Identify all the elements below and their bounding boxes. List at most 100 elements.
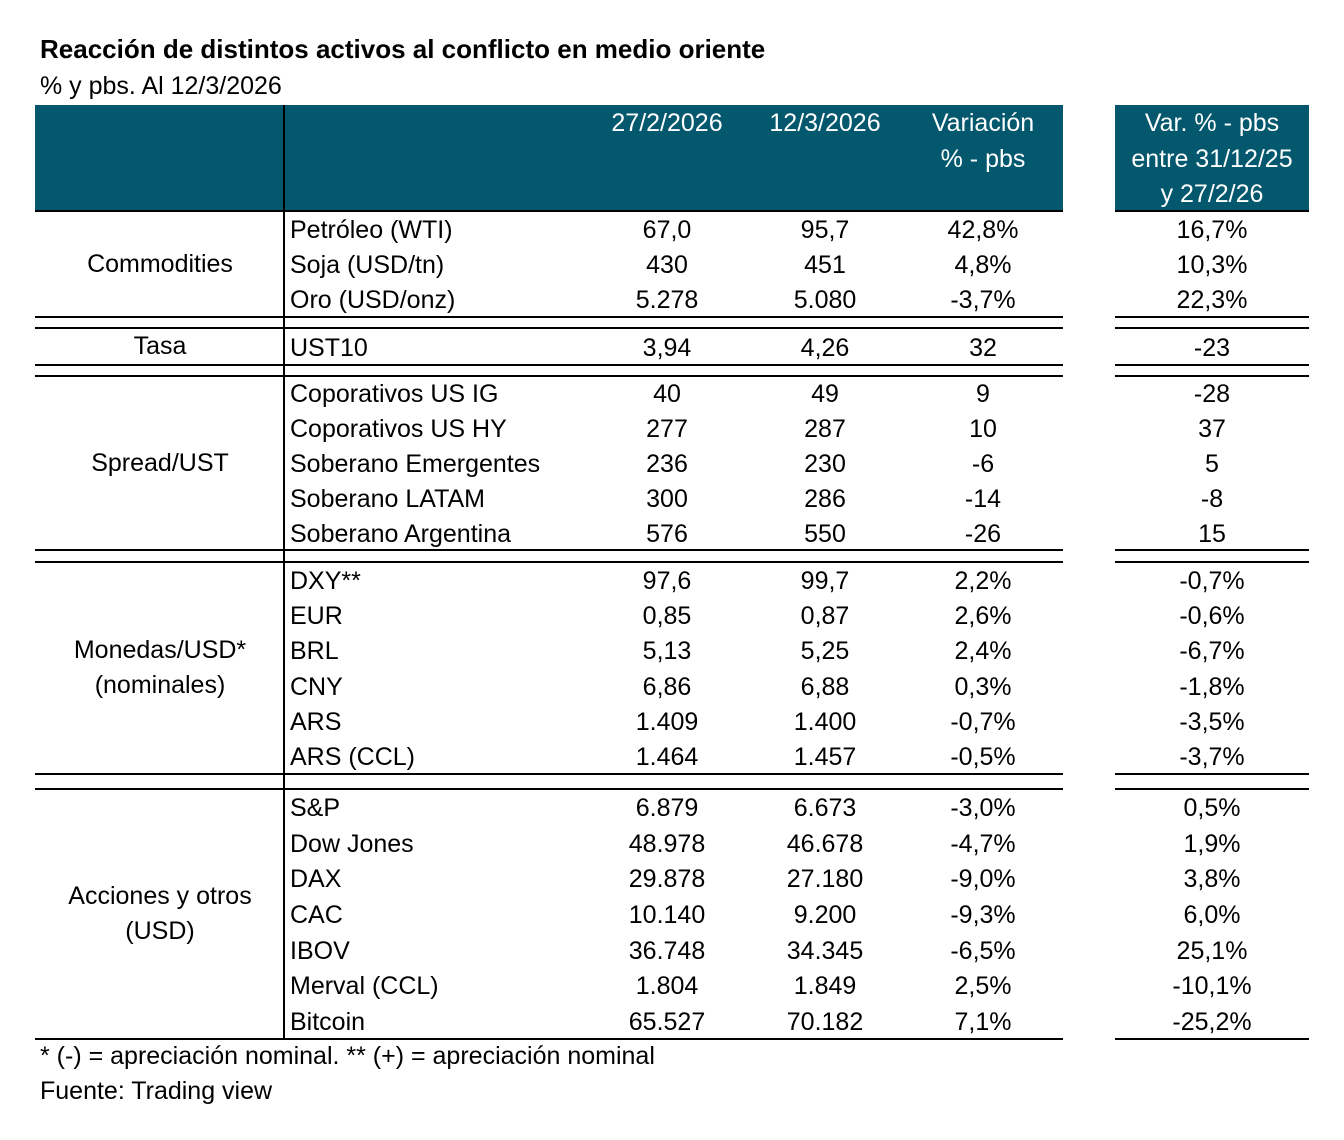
table-cell: -3,5% (1179, 708, 1245, 736)
table-cell: 37 (1198, 415, 1226, 444)
side-table-header (1115, 105, 1309, 210)
table-cell: 32 (969, 333, 997, 362)
table-cell: 6,86 (642, 672, 692, 701)
table-cell: -0,7% (1179, 566, 1245, 595)
table-cell: -6 (971, 450, 995, 478)
table-cell: -14 (964, 484, 1002, 513)
section-bottom-line (1115, 549, 1309, 551)
section-bottom-line (35, 364, 1063, 366)
table-cell: -4,7% (950, 829, 1016, 858)
section-top-line (1115, 327, 1309, 329)
table-cell: 236 (646, 450, 688, 478)
row-label: DAX (290, 865, 342, 894)
section-top-line (35, 561, 1063, 563)
table-cell: 67,0 (642, 215, 692, 244)
table-cell: 4,26 (800, 333, 850, 362)
table-cell: 95,7 (800, 215, 850, 244)
table-cell: 1.849 (793, 972, 857, 1001)
header-col4-line2: entre 31/12/25 (1131, 145, 1293, 173)
table-cell: 15 (1198, 519, 1226, 548)
section-top-line (35, 327, 1063, 329)
section-bottom-line (35, 1038, 1063, 1040)
table-cell: 5,13 (642, 637, 692, 666)
table-cell: 49 (811, 380, 839, 409)
table-cell: 16,7% (1176, 215, 1248, 244)
row-label: DXY** (290, 566, 361, 595)
row-label: Bitcoin (290, 1008, 366, 1037)
table-cell: 7,1% (954, 1008, 1012, 1037)
table-cell: -9,3% (950, 901, 1016, 929)
row-label: ARS (290, 708, 342, 736)
table-cell: 6,88 (800, 672, 850, 701)
header-bottom-line (35, 210, 1063, 212)
figure-title: Reacción de distintos activos al conflic… (40, 34, 766, 64)
table-cell: -28 (1193, 380, 1231, 409)
table-cell: 48.978 (628, 829, 706, 858)
section-top-line (35, 375, 1063, 377)
column-divider (283, 105, 285, 1040)
footnote-1: * (-) = apreciación nominal. ** (+) = ap… (40, 1042, 655, 1070)
table-cell: 25,1% (1176, 936, 1248, 965)
row-label: Merval (CCL) (290, 972, 439, 1001)
section-bottom-line (1115, 1038, 1309, 1040)
table-cell: 2,6% (954, 602, 1012, 630)
group-label: (nominales) (94, 671, 226, 699)
table-cell: -23 (1193, 333, 1231, 362)
figure-subtitle: % y pbs. Al 12/3/2026 (40, 72, 282, 100)
row-label: Oro (USD/onz) (290, 286, 456, 315)
table-cell: 99,7 (800, 566, 850, 595)
row-label: Dow Jones (290, 829, 414, 858)
table-cell: 1,9% (1183, 829, 1241, 858)
header-col3-line2: % - pbs (940, 145, 1026, 173)
table-cell: 10 (969, 415, 997, 444)
row-label: Soberano Argentina (290, 519, 512, 548)
table-cell: 550 (804, 519, 846, 548)
table-cell: 300 (646, 484, 688, 513)
header-col1: 27/2/2026 (611, 109, 723, 137)
table-cell: 2,2% (954, 566, 1012, 595)
row-label: Soja (USD/tn) (290, 251, 445, 279)
table-cell: 0,85 (642, 602, 692, 630)
table-cell: -0,7% (950, 708, 1016, 736)
group-label: Acciones y otros (68, 882, 252, 910)
table-cell: 10,3% (1176, 251, 1248, 279)
header-col2: 12/3/2026 (769, 109, 881, 137)
table-cell: -25,2% (1172, 1008, 1252, 1037)
section-bottom-line (1115, 364, 1309, 366)
section-top-line (1115, 561, 1309, 563)
table-cell: -3,0% (950, 793, 1016, 822)
table-cell: 430 (646, 251, 688, 279)
table-cell: 1.804 (635, 972, 699, 1001)
table-cell: 4,8% (954, 251, 1012, 279)
table-cell: 70.182 (786, 1008, 864, 1037)
section-bottom-line (35, 316, 1063, 318)
row-label: Soberano LATAM (290, 484, 486, 513)
section-bottom-line (35, 773, 1063, 775)
table-cell: 22,3% (1176, 286, 1248, 315)
table-cell: 1.400 (793, 708, 857, 736)
table-cell: 6,0% (1183, 901, 1241, 929)
row-label: Soberano Emergentes (290, 450, 541, 478)
row-label: Coporativos US HY (290, 415, 507, 444)
section-bottom-line (35, 549, 1063, 551)
table-cell: 287 (804, 415, 846, 444)
table-cell: 1.457 (793, 743, 857, 772)
table-cell: 277 (646, 415, 688, 444)
table-header (35, 105, 1063, 210)
table-cell: 451 (804, 251, 846, 279)
table-cell: 0,5% (1183, 793, 1241, 822)
table-cell: 5 (1205, 450, 1219, 478)
table-cell: 34.345 (786, 936, 864, 965)
table-cell: 27.180 (786, 865, 864, 894)
table-cell: 576 (646, 519, 688, 548)
table-cell: 5,25 (800, 637, 850, 666)
footnote-source: Fuente: Trading view (40, 1077, 273, 1105)
table-cell: 3,94 (642, 333, 692, 362)
table-cell: 97,6 (642, 566, 692, 595)
row-label: EUR (290, 602, 343, 630)
table-cell: -6,5% (950, 936, 1016, 965)
table-cell: 2,4% (954, 637, 1012, 666)
section-top-line (35, 788, 1063, 790)
table-cell: 230 (804, 450, 846, 478)
